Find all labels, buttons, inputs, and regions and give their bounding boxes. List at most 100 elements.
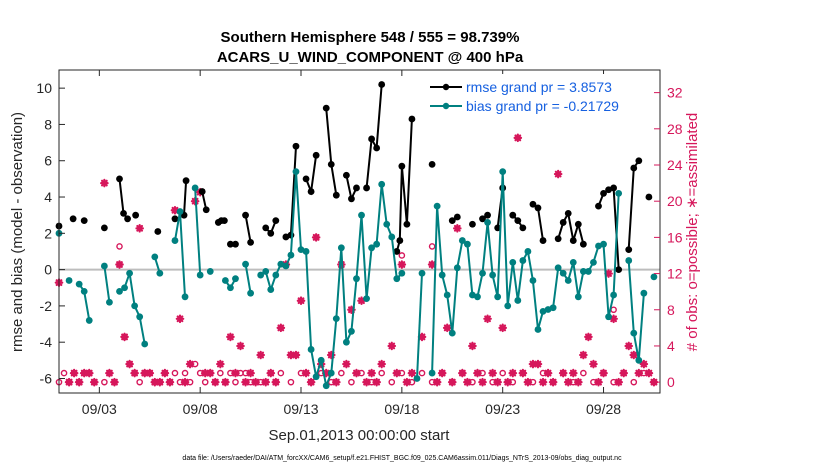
bias-data-point bbox=[247, 289, 254, 297]
obs-assimilated-stroke bbox=[403, 378, 411, 386]
obs-assimilated-stroke bbox=[171, 206, 179, 214]
obs-assimilated-stroke bbox=[262, 378, 270, 386]
bias-data-point bbox=[368, 244, 376, 252]
bias-data-point bbox=[358, 211, 365, 219]
obs-assimilated-marker bbox=[185, 359, 195, 369]
obs-assimilated-stroke bbox=[605, 270, 612, 277]
bias-data-point bbox=[302, 248, 310, 255]
obs-assimilated-stroke bbox=[211, 378, 219, 386]
obs-assimilated-stroke bbox=[100, 179, 108, 187]
bias-data-point bbox=[176, 208, 184, 215]
bias-data-point bbox=[65, 277, 73, 284]
obs-assimilated-stroke bbox=[156, 378, 164, 386]
bias-data-point bbox=[80, 287, 88, 295]
rmse-data-point bbox=[534, 204, 542, 212]
obs-assimilated-marker bbox=[558, 368, 568, 378]
obs-assimilated-stroke bbox=[600, 369, 607, 377]
obs-assimilated-stroke bbox=[448, 378, 456, 386]
x-tick-label: 09/13 bbox=[283, 401, 318, 417]
x-tick-label: 09/23 bbox=[485, 401, 520, 417]
obs-possible-marker bbox=[181, 369, 189, 377]
bias-data-point bbox=[443, 291, 451, 299]
rmse-data-point bbox=[171, 215, 179, 223]
obs-possible-marker bbox=[116, 243, 123, 250]
bias-data-point bbox=[242, 260, 249, 268]
obs-assimilated-marker bbox=[125, 359, 134, 369]
obs-assimilated-marker bbox=[392, 368, 402, 378]
bias-data-point bbox=[610, 291, 618, 299]
bias-data-point bbox=[650, 273, 658, 281]
y-axis-right-label: # of obs: o=possible; ∗=assimilated bbox=[684, 113, 701, 352]
obs-assimilated-marker bbox=[483, 314, 492, 324]
bias-data-point bbox=[625, 257, 633, 264]
obs-assimilated-stroke bbox=[549, 378, 557, 386]
obs-assimilated-stroke bbox=[65, 378, 73, 386]
bias-data-point bbox=[458, 237, 466, 244]
rmse-data-point bbox=[373, 144, 381, 152]
obs-assimilated-marker bbox=[261, 377, 271, 387]
bias-data-point bbox=[564, 277, 572, 284]
bias-data-point bbox=[85, 317, 93, 324]
legend-rmse-label: rmse grand pr = 3.8573 bbox=[466, 79, 612, 95]
obs-assimilated-marker bbox=[352, 368, 361, 378]
rmse-data-point bbox=[198, 188, 206, 195]
bias-data-point bbox=[418, 269, 426, 277]
obs-assimilated-stroke bbox=[564, 378, 572, 386]
bias-data-point bbox=[363, 295, 370, 303]
obs-assimilated-stroke bbox=[418, 333, 426, 341]
obs-assimilated-marker bbox=[69, 368, 79, 378]
rmse-data-point bbox=[182, 177, 190, 185]
y-left-tick-label: 8 bbox=[44, 116, 52, 132]
bias-data-point bbox=[221, 277, 229, 284]
obs-assimilated-stroke bbox=[494, 378, 502, 386]
obs-assimilated-stroke bbox=[342, 360, 350, 368]
rmse-data-point bbox=[227, 240, 234, 248]
obs-possible-marker bbox=[217, 369, 224, 377]
rmse-data-point bbox=[595, 202, 602, 210]
obs-assimilated-marker bbox=[538, 377, 548, 387]
obs-assimilated-stroke bbox=[373, 378, 381, 386]
obs-assimilated-marker bbox=[165, 377, 175, 387]
rmse-data-point bbox=[267, 229, 275, 237]
rmse-data-point bbox=[124, 215, 131, 223]
bias-data-point bbox=[348, 327, 355, 335]
obs-assimilated-stroke bbox=[469, 342, 476, 350]
obs-possible-marker bbox=[388, 378, 396, 386]
plot-frame bbox=[58, 69, 661, 394]
bias-data-point bbox=[519, 257, 527, 264]
rmse-data-point bbox=[262, 224, 270, 232]
rmse-data-point bbox=[393, 248, 401, 255]
obs-assimilated-marker bbox=[74, 377, 84, 387]
obs-assimilated-marker bbox=[523, 377, 533, 387]
rmse-data-point bbox=[398, 162, 406, 170]
bias-data-point bbox=[579, 268, 587, 275]
obs-assimilated-marker bbox=[442, 323, 452, 333]
bias-data-point bbox=[600, 240, 607, 248]
obs-assimilated-stroke bbox=[534, 360, 542, 368]
obs-assimilated-stroke bbox=[176, 315, 184, 323]
bias-data-point bbox=[262, 268, 270, 275]
obs-assimilated-stroke bbox=[312, 233, 320, 241]
y-left-tick-label: 4 bbox=[44, 189, 52, 205]
obs-assimilated-marker bbox=[256, 350, 265, 360]
obs-assimilated-stroke bbox=[645, 369, 653, 377]
rmse-data-point bbox=[615, 266, 623, 274]
bias-series-line bbox=[416, 273, 423, 379]
bias-data-point bbox=[287, 251, 295, 259]
obs-assimilated-stroke bbox=[640, 360, 648, 368]
rmse-data-point bbox=[630, 164, 638, 172]
obs-assimilated-marker bbox=[311, 233, 321, 242]
data-file-note: data file: /Users/raeder/DAI/ATM_forcXX/… bbox=[182, 455, 622, 462]
y-axis-left-label: rmse and bias (model - observation) bbox=[9, 112, 26, 352]
obs-assimilated-marker bbox=[64, 377, 74, 387]
obs-assimilated-marker bbox=[342, 359, 351, 369]
rmse-series-line bbox=[395, 118, 413, 252]
bias-data-point bbox=[322, 382, 330, 390]
obs-assimilated-stroke bbox=[630, 351, 638, 359]
y-left-tick-label: 10 bbox=[36, 80, 52, 96]
obs-possible-marker bbox=[60, 369, 68, 377]
obs-assimilated-marker bbox=[634, 368, 644, 378]
obs-possible-marker bbox=[232, 378, 239, 386]
obs-assimilated-stroke bbox=[232, 369, 239, 377]
rmse-data-point bbox=[539, 237, 547, 244]
